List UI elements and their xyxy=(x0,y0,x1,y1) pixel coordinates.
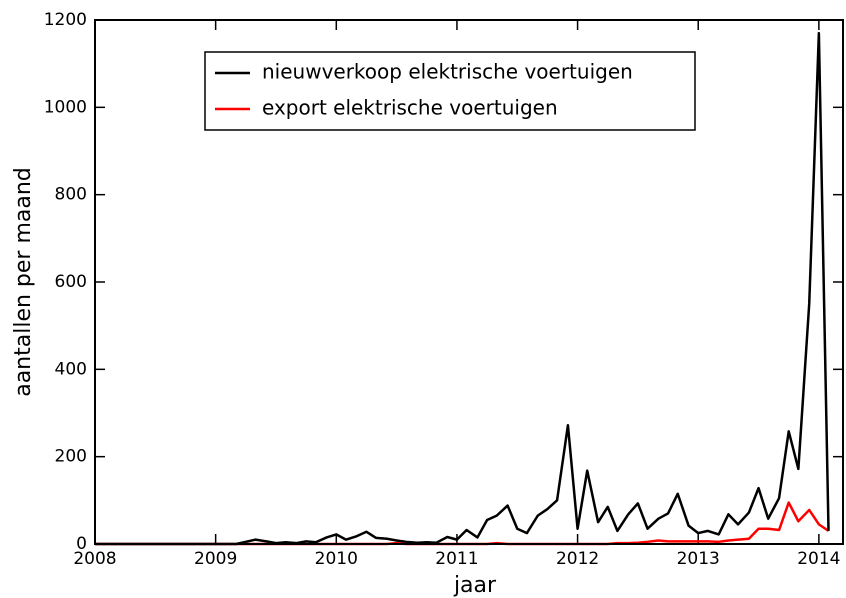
legend-label: nieuwverkoop elektrische voertuigen xyxy=(262,60,633,84)
x-tick-label: 2014 xyxy=(797,549,840,569)
y-axis-label: aantallen per maand xyxy=(11,167,36,397)
plot-frame xyxy=(94,19,844,545)
x-tick-label: 2010 xyxy=(315,549,358,569)
series-line xyxy=(95,501,830,546)
y-tick-label: 200 xyxy=(55,447,87,467)
y-tick-label: 1200 xyxy=(44,10,87,30)
y-tick-label: 600 xyxy=(55,272,87,292)
x-tick-label: 2013 xyxy=(677,549,720,569)
x-tick-label: 2012 xyxy=(556,549,599,569)
x-axis-label: jaar xyxy=(453,573,497,598)
y-tick-label: 1000 xyxy=(44,97,87,117)
y-tick-label: 800 xyxy=(55,185,87,205)
legend-label: export elektrische voertuigen xyxy=(262,96,558,120)
x-tick-label: 2008 xyxy=(73,549,116,569)
legend-box xyxy=(204,51,696,131)
y-tick-label: 0 xyxy=(76,534,87,554)
x-tick-label: 2011 xyxy=(435,549,478,569)
x-tick-label: 2009 xyxy=(194,549,237,569)
y-tick-label: 400 xyxy=(55,359,87,379)
